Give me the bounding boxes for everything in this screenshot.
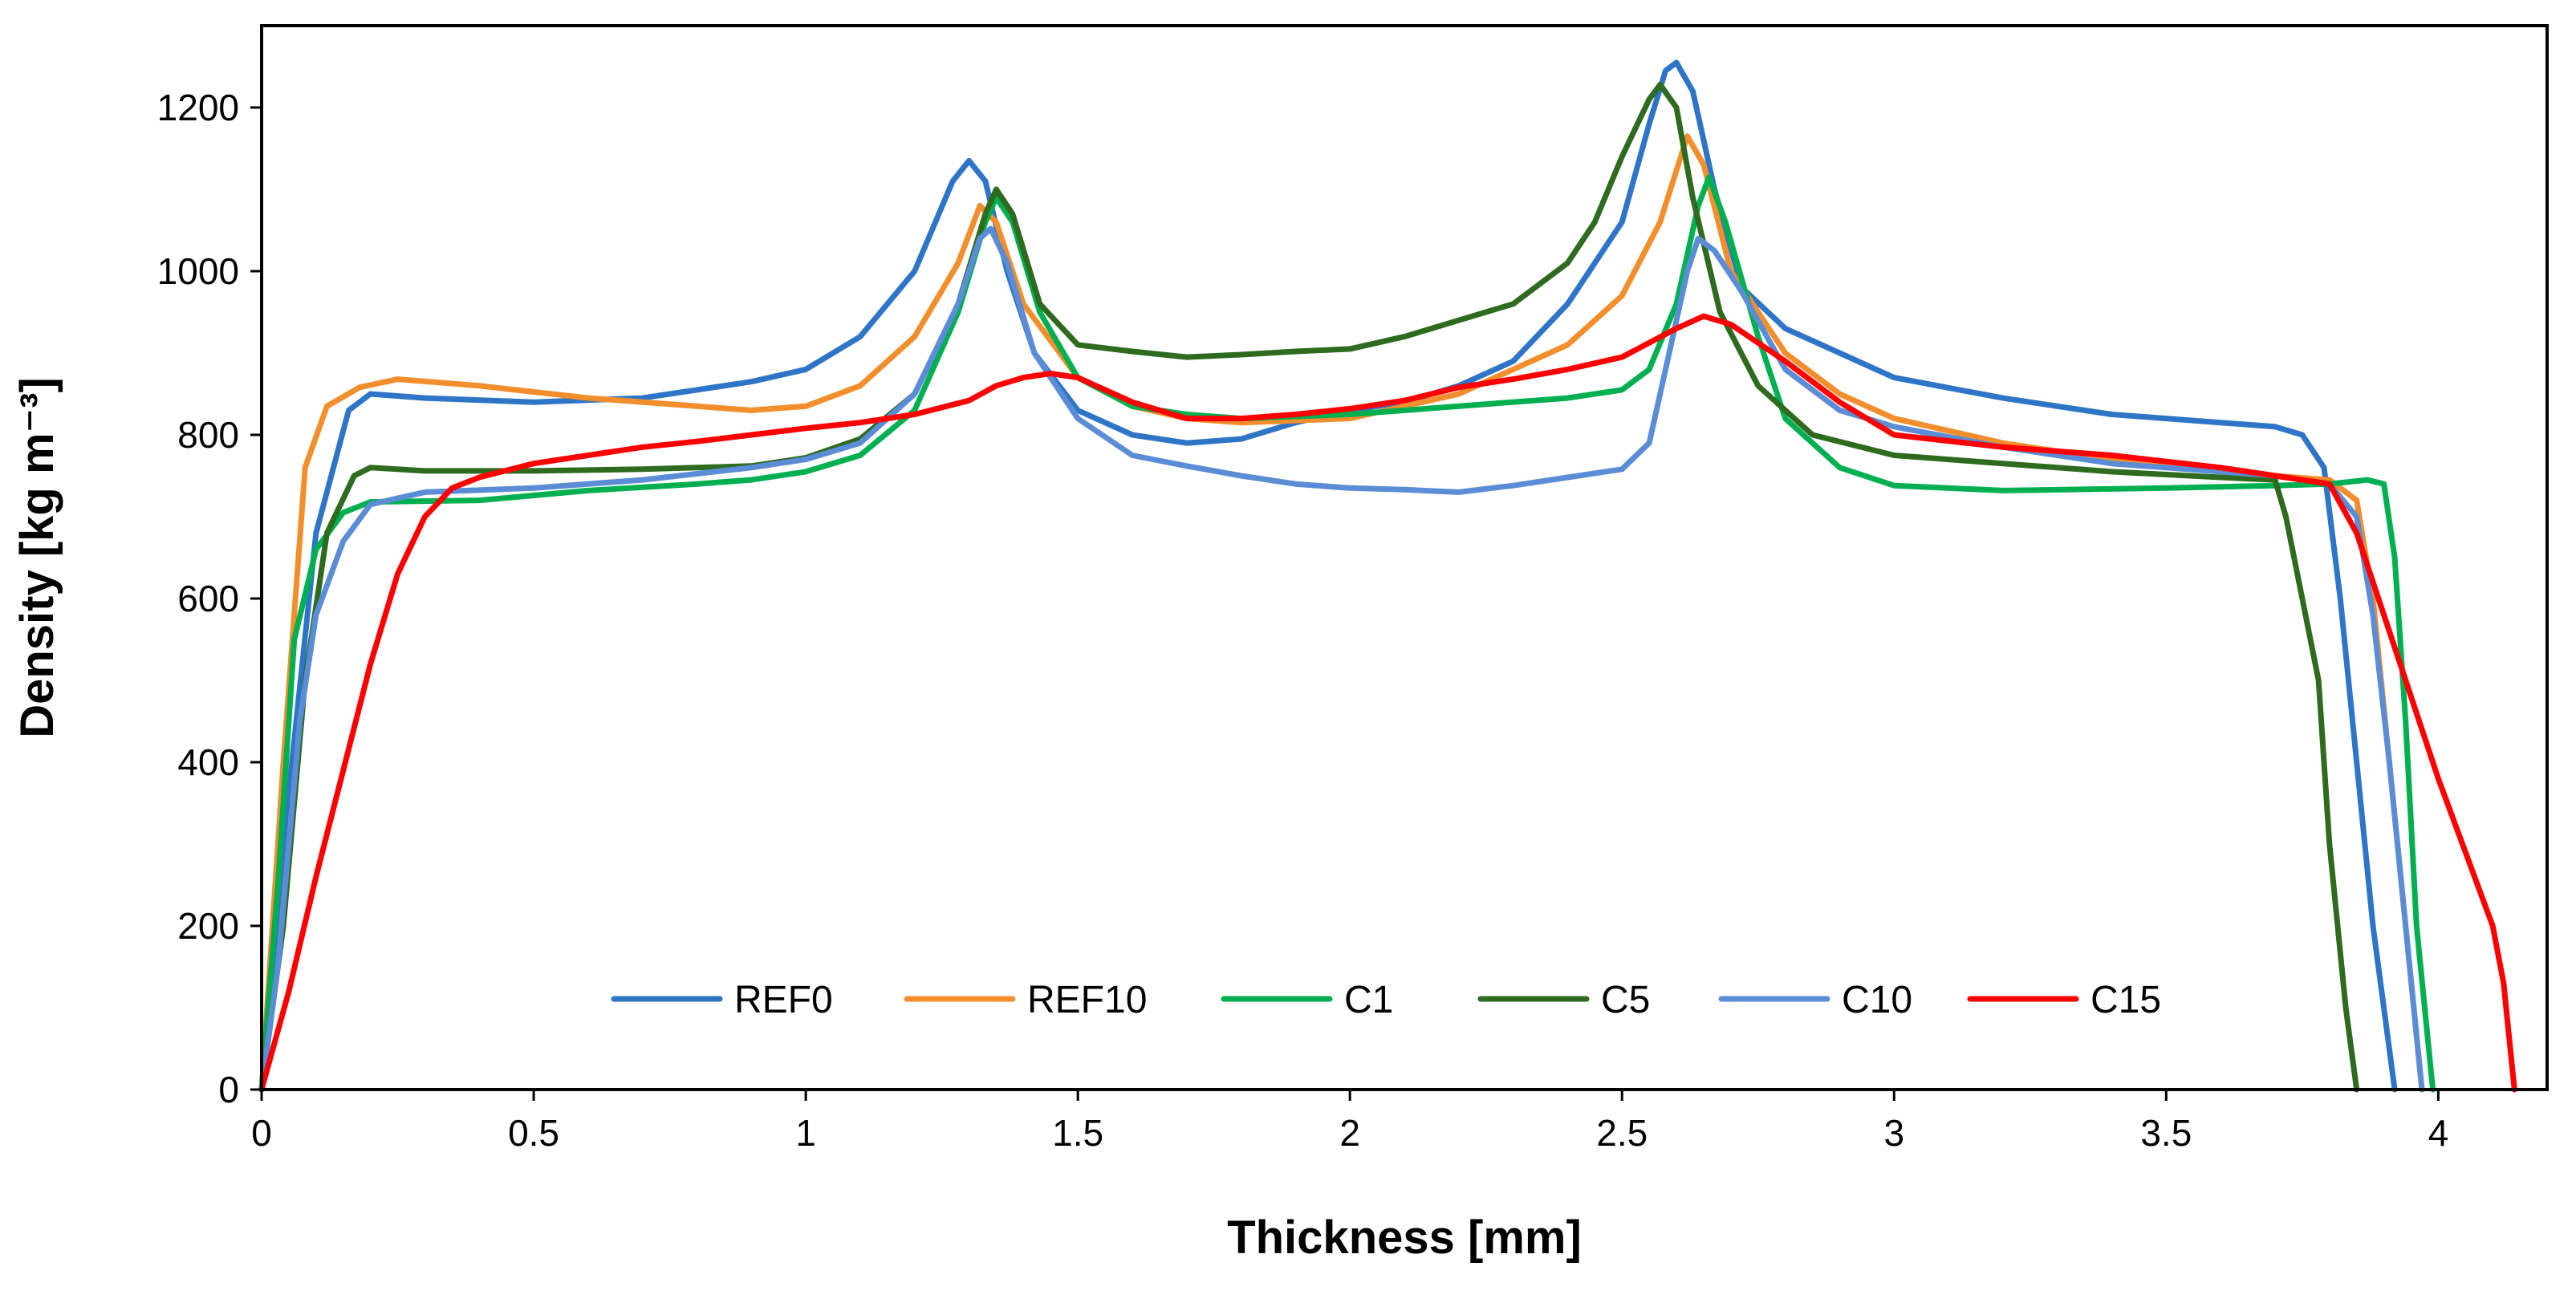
legend-label-ref0: REF0 (734, 979, 833, 1021)
y-tick-label: 200 (177, 905, 239, 947)
x-tick-label: 0.5 (508, 1112, 559, 1154)
legend-label-c10: C10 (1842, 979, 1912, 1021)
series-line-c10 (258, 225, 2425, 1093)
y-tick-label: 0 (218, 1069, 239, 1110)
x-tick-label: 1.5 (1052, 1112, 1103, 1154)
legend-label-c15: C15 (2090, 979, 2161, 1021)
series-layer (258, 59, 2517, 1093)
plot-area-frame (260, 24, 2549, 1091)
y-axis-title: Density [kg m⁻³] (11, 377, 63, 738)
x-tick-label: 3 (1883, 1112, 1904, 1154)
y-tick-label: 1200 (157, 87, 239, 128)
x-tick-label: 0 (251, 1112, 272, 1154)
x-tick-label: 1 (795, 1112, 816, 1154)
y-tick-label: 400 (177, 741, 239, 783)
legend-label-c5: C5 (1601, 979, 1650, 1021)
series-line-c5 (258, 81, 2360, 1093)
series-line-c1 (258, 174, 2436, 1093)
y-axis: 0 200 400 600 800 1000 1200 (157, 87, 262, 1110)
x-axis: 0 0.5 1 1.5 2 2.5 3 3.5 4 (251, 1090, 2448, 1154)
x-tick-label: 2.5 (1596, 1112, 1648, 1154)
x-tick-label: 3.5 (2140, 1112, 2192, 1154)
legend-label-c1: C1 (1344, 979, 1393, 1021)
y-tick-label: 600 (177, 578, 239, 619)
y-tick-label: 800 (177, 414, 239, 456)
legend-label-ref10: REF10 (1027, 979, 1147, 1021)
x-axis-title: Thickness [mm] (1227, 1212, 1582, 1264)
series-line-c15 (258, 313, 2517, 1093)
x-tick-label: 2 (1339, 1112, 1360, 1154)
y-tick-label: 1000 (157, 250, 239, 292)
x-tick-label: 4 (2428, 1112, 2449, 1154)
legend: REF0 REF10 C1 C5 C10 C15 (611, 979, 2161, 1021)
